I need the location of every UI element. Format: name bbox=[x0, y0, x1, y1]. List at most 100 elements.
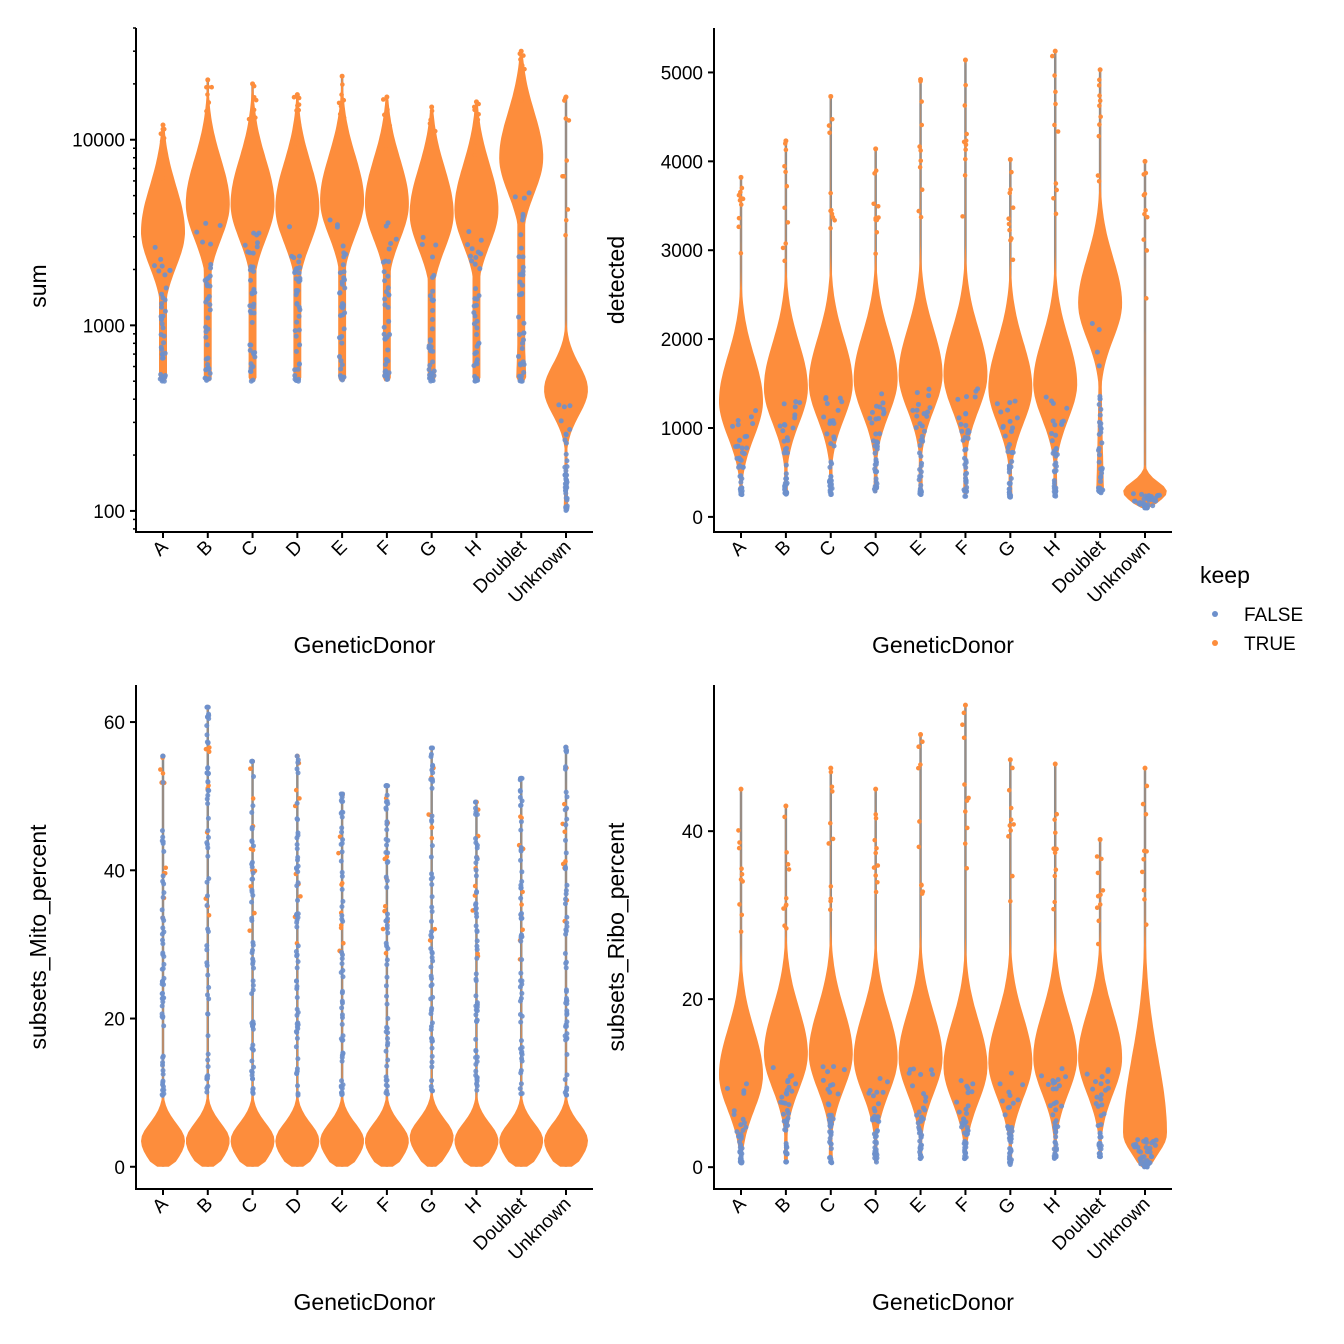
point-false bbox=[296, 259, 302, 265]
point-false bbox=[474, 1078, 480, 1084]
point-true bbox=[829, 789, 835, 794]
point-false bbox=[1084, 1071, 1090, 1077]
point-false bbox=[473, 1072, 479, 1078]
point-true bbox=[873, 146, 879, 152]
point-false bbox=[1059, 1066, 1065, 1072]
point-false bbox=[339, 912, 345, 918]
y-tick-label: 3000 bbox=[661, 241, 703, 262]
point-false bbox=[930, 1071, 936, 1077]
point-false bbox=[736, 464, 742, 470]
violin-Unknown bbox=[1123, 161, 1167, 509]
point-false bbox=[161, 890, 167, 896]
x-tick-label: C bbox=[238, 1194, 263, 1219]
point-false bbox=[340, 262, 346, 268]
point-false bbox=[295, 1092, 301, 1098]
point-false bbox=[249, 810, 255, 816]
point-false bbox=[823, 396, 829, 402]
point-false bbox=[519, 978, 525, 984]
point-false bbox=[1096, 419, 1102, 425]
point-false bbox=[875, 1101, 881, 1107]
point-false bbox=[564, 816, 570, 822]
point-true bbox=[1097, 103, 1102, 109]
point-false bbox=[1105, 1079, 1111, 1085]
point-false bbox=[429, 254, 435, 260]
point-false bbox=[247, 277, 253, 283]
point-false bbox=[1051, 468, 1057, 474]
y-axis-title: subsets_Ribo_percent bbox=[603, 822, 629, 1051]
point-false bbox=[295, 863, 301, 869]
point-false bbox=[964, 1083, 970, 1089]
point-false bbox=[160, 834, 166, 840]
point-true bbox=[1142, 191, 1148, 197]
point-false bbox=[251, 1064, 257, 1070]
point-false bbox=[1052, 1125, 1058, 1131]
point-false bbox=[906, 1070, 912, 1076]
point-false bbox=[1007, 400, 1013, 406]
point-true bbox=[1098, 114, 1103, 120]
legend-true-key bbox=[1212, 640, 1218, 646]
point-true bbox=[738, 189, 743, 195]
violin-E bbox=[898, 79, 943, 495]
point-true bbox=[1052, 122, 1057, 128]
point-false bbox=[828, 1146, 834, 1152]
point-true bbox=[962, 702, 968, 708]
point-false bbox=[384, 884, 390, 890]
point-false bbox=[469, 258, 475, 264]
point-false bbox=[1005, 449, 1011, 455]
point-false bbox=[564, 495, 570, 501]
point-false bbox=[910, 407, 916, 413]
point-false bbox=[1152, 1142, 1158, 1148]
point-false bbox=[341, 269, 347, 275]
point-true bbox=[736, 215, 742, 221]
point-false bbox=[1052, 1120, 1058, 1126]
point-false bbox=[473, 840, 479, 846]
point-false bbox=[1098, 1122, 1104, 1128]
point-false bbox=[250, 1019, 256, 1025]
point-false bbox=[1096, 363, 1102, 369]
x-tick-label: H bbox=[461, 537, 486, 562]
point-false bbox=[473, 836, 479, 842]
point-false bbox=[341, 254, 347, 260]
point-true bbox=[1052, 73, 1057, 78]
point-false bbox=[206, 876, 212, 882]
point-false bbox=[162, 350, 168, 356]
point-false bbox=[516, 254, 522, 260]
point-false bbox=[339, 887, 345, 893]
violin-G bbox=[409, 107, 454, 382]
point-false bbox=[829, 485, 835, 491]
point-false bbox=[292, 367, 298, 373]
point-false bbox=[827, 1135, 833, 1141]
point-true bbox=[962, 57, 968, 63]
x-tick-label: G bbox=[995, 537, 1020, 562]
point-true bbox=[832, 217, 837, 223]
point-false bbox=[735, 422, 741, 428]
point-true bbox=[873, 873, 878, 878]
point-false bbox=[339, 1058, 345, 1064]
point-true bbox=[963, 138, 969, 143]
point-false bbox=[340, 898, 346, 904]
point-false bbox=[385, 1040, 391, 1046]
point-true bbox=[206, 749, 212, 754]
point-false bbox=[518, 1091, 524, 1097]
point-false bbox=[208, 241, 214, 247]
point-true bbox=[960, 214, 965, 219]
point-false bbox=[295, 1026, 301, 1032]
point-false bbox=[1053, 1086, 1059, 1092]
point-false bbox=[474, 1000, 480, 1006]
point-true bbox=[783, 241, 789, 246]
point-false bbox=[205, 779, 211, 785]
point-false bbox=[562, 1077, 568, 1083]
point-true bbox=[293, 140, 299, 146]
point-false bbox=[874, 1128, 880, 1134]
point-false bbox=[294, 983, 300, 989]
point-true bbox=[560, 173, 565, 179]
point-false bbox=[785, 1122, 791, 1128]
point-false bbox=[200, 239, 206, 245]
point-false bbox=[918, 1071, 924, 1077]
point-false bbox=[383, 1048, 389, 1054]
point-false bbox=[564, 458, 570, 464]
point-false bbox=[1147, 1145, 1153, 1151]
point-false bbox=[339, 869, 345, 875]
